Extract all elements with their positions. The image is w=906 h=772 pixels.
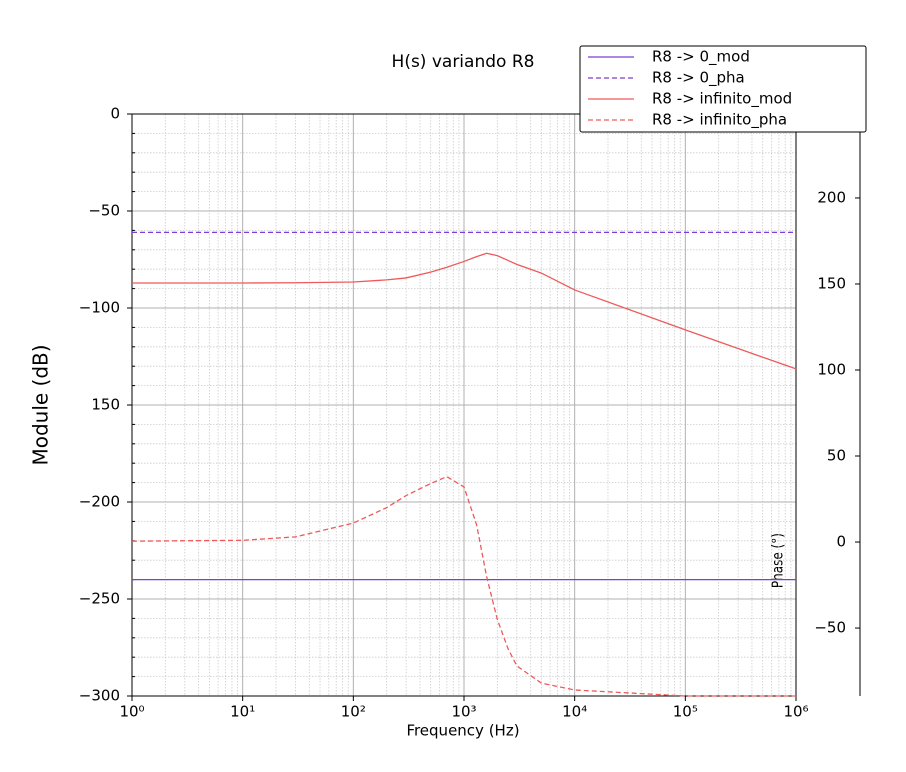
x-axis-label: Frequency (Hz): [406, 722, 519, 740]
y2-tick-label: −50: [814, 619, 846, 637]
y2-tick-label: 200: [817, 188, 846, 206]
chart-title: H(s) variando R8: [392, 52, 535, 72]
series-line: [132, 252, 797, 370]
series-line: [131, 475, 796, 697]
y2-tick-label: 0: [836, 533, 846, 551]
legend-label: R8 -> 0_pha: [652, 69, 745, 88]
x-tick-label: 10⁶: [783, 703, 808, 721]
x-tick-label: 10⁴: [562, 703, 587, 721]
x-tick-label: 10²: [341, 703, 366, 721]
y-axis-label: Module (dB): [29, 344, 53, 465]
y2-tick-label: 100: [817, 360, 846, 378]
legend-label: R8 -> infinito_pha: [652, 111, 787, 130]
x-tick-label: 10³: [451, 703, 476, 721]
y-tick-label: 0: [110, 105, 120, 123]
y-tick-label: 150: [91, 396, 120, 414]
plot-frame: [131, 113, 797, 697]
x-tick-label: 10⁵: [673, 703, 698, 721]
y2-tick-label: 150: [817, 274, 846, 292]
x-tick-label: 10⁰: [119, 703, 144, 721]
legend-label: R8 -> infinito_mod: [652, 90, 792, 109]
legend-box: [579, 45, 867, 133]
y-tick-label: −250: [79, 590, 120, 608]
y2-tick-label: 50: [827, 447, 846, 465]
legend: R8 -> 0_mod R8 -> 0_pha R8 -> infinito_mod…: [579, 45, 867, 133]
y-tick-label: −100: [79, 299, 120, 317]
legend-label: R8 -> 0_mod: [652, 48, 750, 67]
y-tick-label: −300: [79, 687, 120, 705]
grid: [131, 113, 797, 697]
y-tick-label: −200: [79, 493, 120, 511]
y-tick-label: −50: [88, 202, 120, 220]
x-tick-label: 10¹: [230, 703, 255, 721]
